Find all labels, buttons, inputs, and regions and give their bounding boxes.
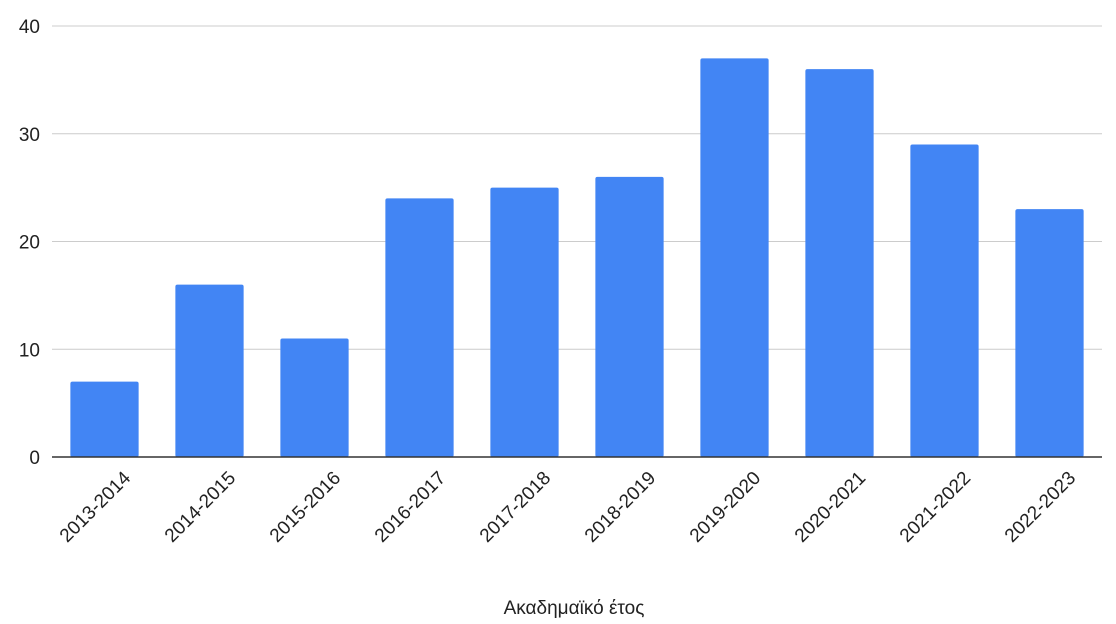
x-tick-label: 2013-2014 <box>56 467 135 546</box>
bar-2019-2020 <box>700 58 769 457</box>
x-tick-label: 2021-2022 <box>896 468 975 547</box>
bar-2013-2014 <box>70 381 139 457</box>
x-tick-label: 2022-2023 <box>1001 468 1080 547</box>
y-tick-label: 30 <box>19 125 40 146</box>
bar-2018-2019 <box>595 176 664 457</box>
bar-2022-2023 <box>1015 209 1084 457</box>
y-tick-label: 0 <box>29 448 40 469</box>
y-axis-ticks: 0 10 20 30 40 <box>19 17 40 469</box>
x-axis-title: Ακαδημαϊκό έτος <box>504 598 645 619</box>
x-axis-ticks: 2013-2014 2014-2015 2015-2016 2016-2017 2017… <box>56 467 1080 546</box>
x-tick-label: 2018-2019 <box>581 468 660 547</box>
x-tick-label: 2015-2016 <box>266 468 345 547</box>
y-tick-label: 10 <box>19 340 40 361</box>
x-tick-label: 2014-2015 <box>161 468 240 547</box>
bar-2016-2017 <box>385 198 454 457</box>
x-tick-label: 2020-2021 <box>791 468 870 547</box>
bar-2020-2021 <box>805 69 874 457</box>
bar-2014-2015 <box>175 284 244 457</box>
x-tick-label: 2019-2020 <box>686 468 765 547</box>
bar-2015-2016 <box>280 338 349 457</box>
bars <box>70 58 1084 457</box>
bar-2021-2022 <box>910 144 979 457</box>
x-tick-label: 2017-2018 <box>476 468 555 547</box>
bar-2017-2018 <box>490 187 559 457</box>
y-tick-label: 20 <box>19 233 40 254</box>
x-tick-label: 2016-2017 <box>371 468 450 547</box>
y-tick-label: 40 <box>19 17 40 38</box>
